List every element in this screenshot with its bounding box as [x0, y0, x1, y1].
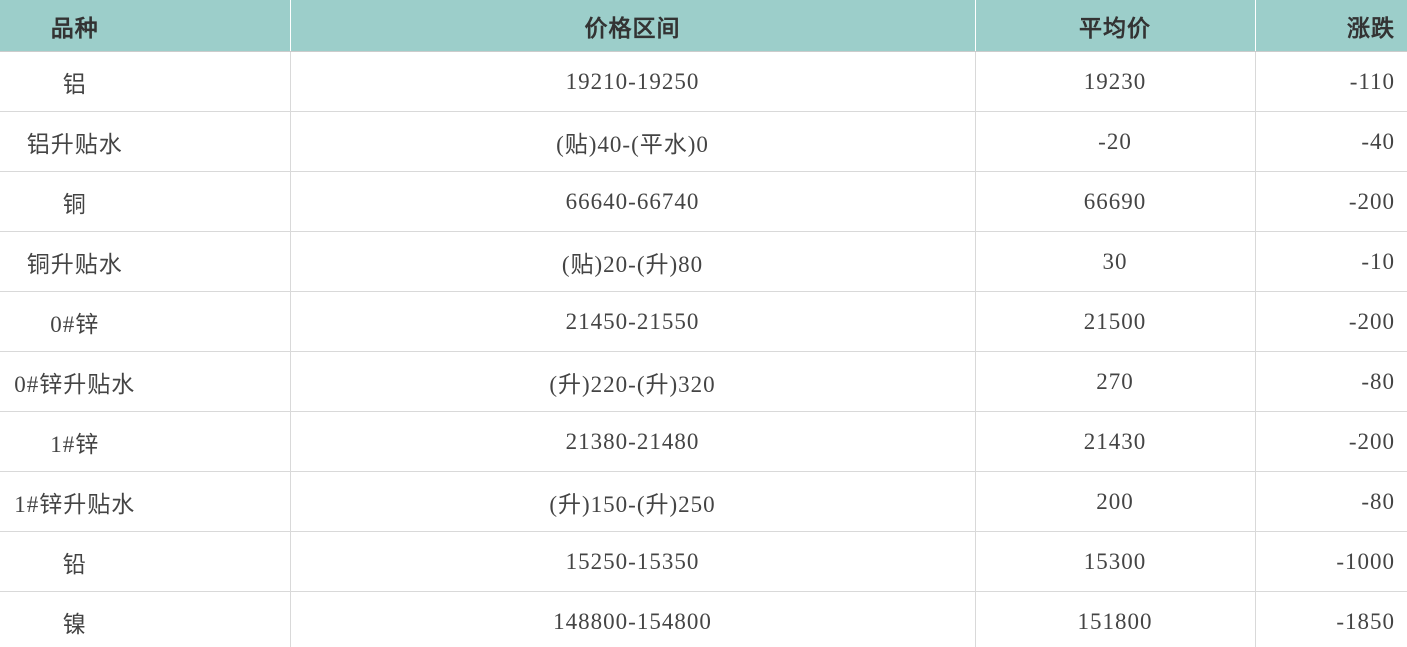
table-row: 铜升贴水 (贴)20-(升)80 30 -10	[0, 231, 1407, 292]
header-row: 品种 价格区间 平均价 涨跌	[0, 0, 1407, 52]
change-cell: -10	[1255, 231, 1407, 292]
table-row: 1#锌升贴水 (升)150-(升)250 200 -80	[0, 471, 1407, 532]
average-price-cell: 66690	[975, 171, 1256, 232]
price-range-cell: (升)150-(升)250	[290, 471, 976, 532]
change-cell: -80	[1255, 351, 1407, 412]
table-row: 0#锌 21450-21550 21500 -200	[0, 291, 1407, 352]
table-body: 铝 19210-19250 19230 -110 铝升贴水 (贴)40-(平水)…	[0, 51, 1407, 647]
change-cell: -1850	[1255, 591, 1407, 647]
price-range-cell: (贴)40-(平水)0	[290, 111, 976, 172]
price-range-cell: 21380-21480	[290, 411, 976, 472]
price-range-cell: 66640-66740	[290, 171, 976, 232]
variety-cell: 1#锌	[0, 411, 291, 472]
variety-cell: 铅	[0, 531, 291, 592]
column-header-price-range: 价格区间	[290, 0, 976, 52]
variety-cell: 铝	[0, 51, 291, 112]
price-range-cell: 19210-19250	[290, 51, 976, 112]
variety-cell: 1#锌升贴水	[0, 471, 291, 532]
price-range-cell: (升)220-(升)320	[290, 351, 976, 412]
price-range-cell: 15250-15350	[290, 531, 976, 592]
column-header-change: 涨跌	[1255, 0, 1407, 52]
average-price-cell: 151800	[975, 591, 1256, 647]
average-price-cell: -20	[975, 111, 1256, 172]
average-price-cell: 21500	[975, 291, 1256, 352]
average-price-cell: 19230	[975, 51, 1256, 112]
table-row: 铅 15250-15350 15300 -1000	[0, 531, 1407, 592]
table-header: 品种 价格区间 平均价 涨跌	[0, 0, 1407, 52]
variety-cell: 铝升贴水	[0, 111, 291, 172]
change-cell: -200	[1255, 171, 1407, 232]
table-row: 1#锌 21380-21480 21430 -200	[0, 411, 1407, 472]
variety-cell: 铜升贴水	[0, 231, 291, 292]
table-row: 0#锌升贴水 (升)220-(升)320 270 -80	[0, 351, 1407, 412]
table-row: 铜 66640-66740 66690 -200	[0, 171, 1407, 232]
variety-cell: 0#锌	[0, 291, 291, 352]
change-cell: -1000	[1255, 531, 1407, 592]
variety-cell: 镍	[0, 591, 291, 647]
change-cell: -110	[1255, 51, 1407, 112]
change-cell: -200	[1255, 411, 1407, 472]
average-price-cell: 21430	[975, 411, 1256, 472]
variety-cell: 铜	[0, 171, 291, 232]
column-header-variety: 品种	[0, 0, 291, 52]
average-price-cell: 15300	[975, 531, 1256, 592]
price-range-cell: 21450-21550	[290, 291, 976, 352]
average-price-cell: 270	[975, 351, 1256, 412]
change-cell: -80	[1255, 471, 1407, 532]
table-row: 铝升贴水 (贴)40-(平水)0 -20 -40	[0, 111, 1407, 172]
price-range-cell: 148800-154800	[290, 591, 976, 647]
average-price-cell: 200	[975, 471, 1256, 532]
change-cell: -200	[1255, 291, 1407, 352]
table-row: 铝 19210-19250 19230 -110	[0, 51, 1407, 112]
column-header-average-price: 平均价	[975, 0, 1256, 52]
price-range-cell: (贴)20-(升)80	[290, 231, 976, 292]
table-row: 镍 148800-154800 151800 -1850	[0, 591, 1407, 647]
average-price-cell: 30	[975, 231, 1256, 292]
variety-cell: 0#锌升贴水	[0, 351, 291, 412]
change-cell: -40	[1255, 111, 1407, 172]
